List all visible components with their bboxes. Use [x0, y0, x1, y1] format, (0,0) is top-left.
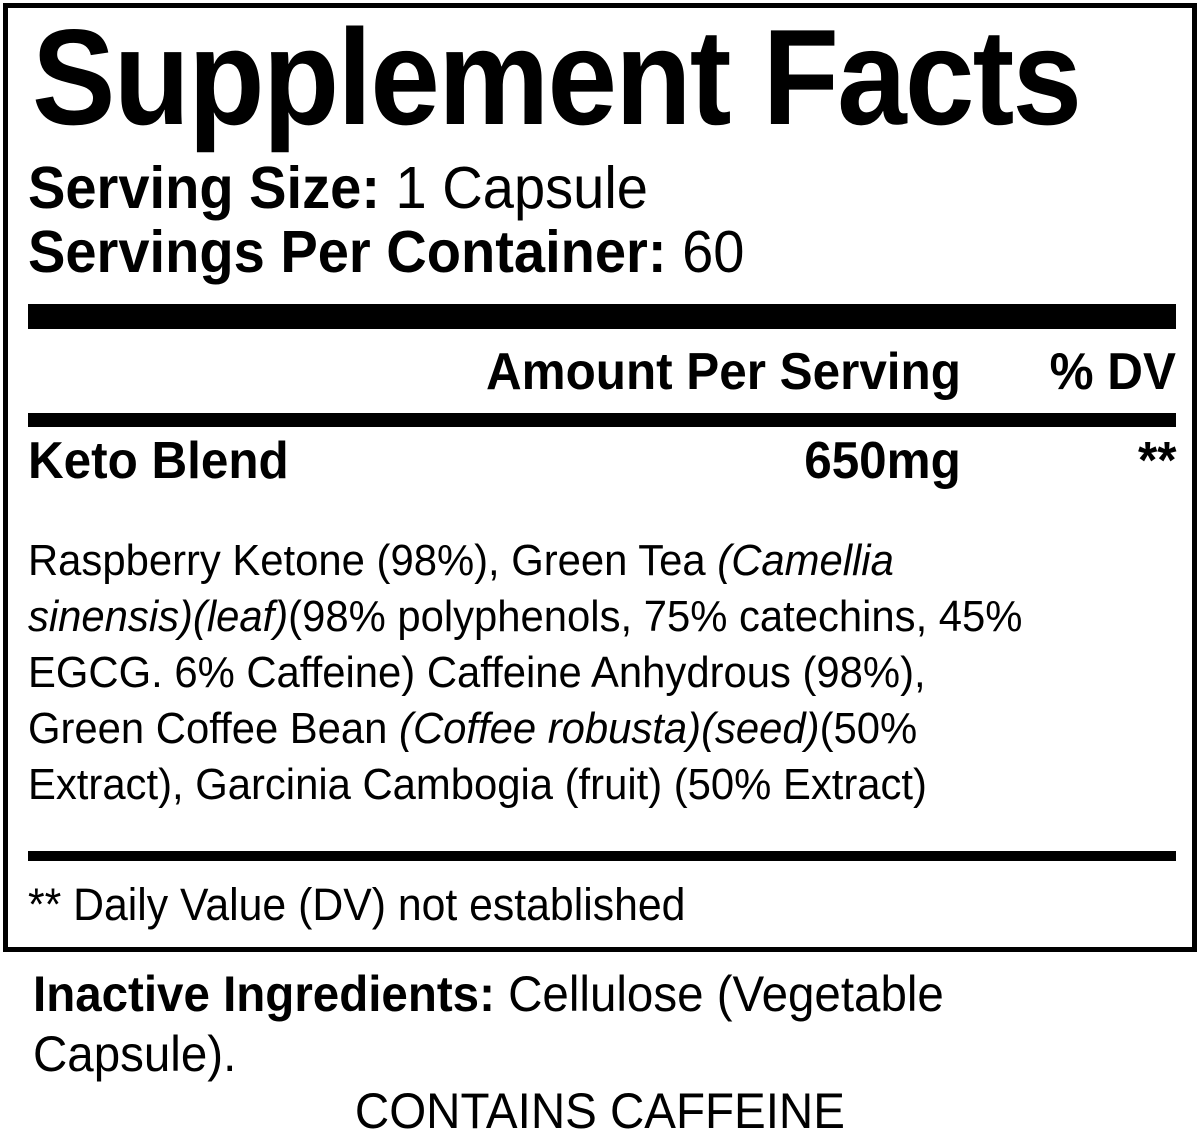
panel-title: Supplement Facts	[32, 1, 1176, 153]
column-header-row: Amount Per Serving % DV	[28, 345, 1176, 399]
supplement-facts-panel: Supplement Facts Serving Size: 1 Capsule…	[3, 3, 1197, 952]
servings-per-container-label: Servings Per Container:	[28, 219, 667, 285]
daily-value-footnote: ** Daily Value (DV) not established	[28, 879, 686, 930]
inactive-ingredients-line: Capsule).	[33, 1026, 237, 1082]
keto-blend-row: Keto Blend 650mg **	[28, 433, 1176, 489]
ingredient-dv: **	[1137, 432, 1176, 490]
percent-dv-header: % DV	[1049, 343, 1176, 401]
thick-rule	[28, 304, 1176, 329]
inactive-ingredients-line: Inactive Ingredients: Cellulose (Vegetab…	[33, 964, 1200, 1024]
blend-description-line: EGCG. 6% Caffeine) Caffeine Anhydrous (9…	[28, 648, 926, 697]
blend-description-line: Extract), Garcinia Cambogia (fruit) (50%…	[28, 760, 927, 809]
inactive-ingredients: Inactive Ingredients: Cellulose (Vegetab…	[33, 964, 1200, 1084]
serving-size-label: Serving Size:	[28, 155, 380, 221]
ingredient-name: Keto Blend	[28, 432, 289, 490]
thin-rule	[28, 851, 1176, 861]
ingredient-amount: 650mg	[804, 432, 961, 490]
amount-per-serving-header: Amount Per Serving	[486, 343, 961, 401]
blend-description-line: sinensis)(leaf)(98% polyphenols, 75% cat…	[28, 592, 1023, 641]
servings-per-container-value: 60	[666, 219, 745, 285]
blend-description: Raspberry Ketone (98%), Green Tea (Camel…	[28, 533, 1176, 813]
medium-rule	[28, 413, 1176, 427]
blend-description-line: Green Coffee Bean (Coffee robusta)(seed)…	[28, 704, 918, 753]
serving-info: Serving Size: 1 Capsule Servings Per Con…	[28, 156, 1176, 284]
serving-size-value: 1 Capsule	[379, 155, 648, 221]
inactive-ingredients-label: Inactive Ingredients:	[33, 966, 495, 1022]
serving-size-line: Serving Size: 1 Capsule	[28, 156, 1176, 220]
panel-title-text: Supplement Facts	[32, 1, 1082, 153]
servings-per-container-line: Servings Per Container: 60	[28, 220, 1176, 284]
contains-caffeine-notice: CONTAINS CAFFEINE	[355, 1083, 845, 1139]
inactive-ingredients-value: Cellulose (Vegetable	[494, 966, 944, 1022]
blend-description-line: Raspberry Ketone (98%), Green Tea (Camel…	[28, 536, 894, 585]
